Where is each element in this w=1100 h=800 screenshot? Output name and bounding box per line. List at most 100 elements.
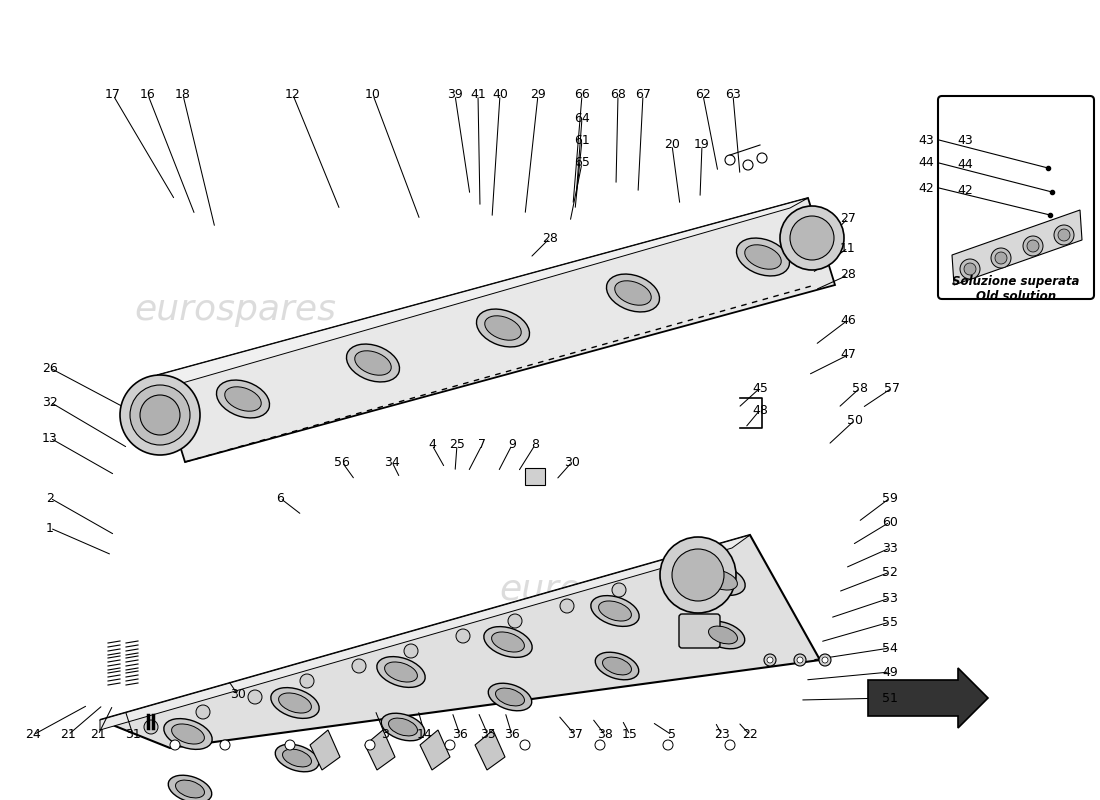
Circle shape xyxy=(991,248,1011,268)
Text: 34: 34 xyxy=(384,455,400,469)
Ellipse shape xyxy=(591,596,639,626)
Circle shape xyxy=(170,740,180,750)
Ellipse shape xyxy=(176,780,205,798)
Circle shape xyxy=(120,375,200,455)
Circle shape xyxy=(663,740,673,750)
Circle shape xyxy=(140,395,180,435)
Text: 17: 17 xyxy=(106,89,121,102)
Text: 36: 36 xyxy=(452,729,468,742)
Text: 66: 66 xyxy=(574,89,590,102)
Circle shape xyxy=(1058,229,1070,241)
Text: 47: 47 xyxy=(840,349,856,362)
Text: 60: 60 xyxy=(882,515,898,529)
Ellipse shape xyxy=(275,744,319,772)
Ellipse shape xyxy=(598,601,631,621)
Text: 68: 68 xyxy=(610,89,626,102)
Text: 14: 14 xyxy=(417,729,433,742)
Text: 64: 64 xyxy=(574,111,590,125)
Text: 11: 11 xyxy=(840,242,856,254)
Text: eurospares: eurospares xyxy=(134,293,336,327)
FancyBboxPatch shape xyxy=(679,614,721,648)
Circle shape xyxy=(220,740,230,750)
Text: 22: 22 xyxy=(742,729,758,742)
Polygon shape xyxy=(100,535,820,748)
Text: 44: 44 xyxy=(918,157,934,170)
Ellipse shape xyxy=(164,718,212,750)
Ellipse shape xyxy=(382,714,425,741)
Text: 27: 27 xyxy=(840,211,856,225)
Text: 49: 49 xyxy=(882,666,898,678)
Ellipse shape xyxy=(346,344,399,382)
Text: 43: 43 xyxy=(957,134,972,146)
Text: 55: 55 xyxy=(882,615,898,629)
Ellipse shape xyxy=(355,350,392,375)
Circle shape xyxy=(794,654,806,666)
Ellipse shape xyxy=(388,718,418,736)
Text: 54: 54 xyxy=(882,642,898,654)
Ellipse shape xyxy=(737,238,790,276)
Text: 7: 7 xyxy=(478,438,486,451)
Circle shape xyxy=(1027,240,1040,252)
Circle shape xyxy=(612,583,626,597)
Ellipse shape xyxy=(702,622,745,649)
Circle shape xyxy=(1023,236,1043,256)
Circle shape xyxy=(520,740,530,750)
Text: 29: 29 xyxy=(530,89,546,102)
Ellipse shape xyxy=(603,657,631,675)
Circle shape xyxy=(446,740,455,750)
Text: 10: 10 xyxy=(365,89,381,102)
Circle shape xyxy=(300,674,313,688)
Ellipse shape xyxy=(476,309,529,347)
Polygon shape xyxy=(868,668,988,728)
Text: 42: 42 xyxy=(918,182,934,194)
Circle shape xyxy=(130,385,190,445)
Text: 28: 28 xyxy=(542,231,558,245)
Text: 8: 8 xyxy=(531,438,539,451)
Circle shape xyxy=(757,153,767,163)
Text: 46: 46 xyxy=(840,314,856,326)
Text: 6: 6 xyxy=(276,491,284,505)
Circle shape xyxy=(508,614,522,628)
Circle shape xyxy=(456,629,470,643)
Circle shape xyxy=(742,160,754,170)
Circle shape xyxy=(285,740,295,750)
Text: 16: 16 xyxy=(140,89,156,102)
Text: 23: 23 xyxy=(714,729,730,742)
Text: 59: 59 xyxy=(882,491,898,505)
Text: 67: 67 xyxy=(635,89,651,102)
Ellipse shape xyxy=(168,775,211,800)
Text: 58: 58 xyxy=(852,382,868,394)
Circle shape xyxy=(560,599,574,613)
Circle shape xyxy=(196,705,210,719)
Ellipse shape xyxy=(488,683,531,710)
Text: 35: 35 xyxy=(480,729,496,742)
Circle shape xyxy=(725,740,735,750)
Ellipse shape xyxy=(484,626,532,658)
Ellipse shape xyxy=(385,662,417,682)
FancyBboxPatch shape xyxy=(938,96,1094,299)
Circle shape xyxy=(767,657,773,663)
Polygon shape xyxy=(952,210,1082,285)
Circle shape xyxy=(595,740,605,750)
Text: 65: 65 xyxy=(574,157,590,170)
Circle shape xyxy=(780,206,844,270)
Text: 28: 28 xyxy=(840,269,856,282)
Text: 15: 15 xyxy=(623,729,638,742)
Circle shape xyxy=(248,690,262,704)
Text: 38: 38 xyxy=(597,729,613,742)
Ellipse shape xyxy=(172,724,205,744)
Text: 3: 3 xyxy=(381,729,389,742)
Text: 57: 57 xyxy=(884,382,900,394)
Text: 62: 62 xyxy=(695,89,711,102)
Circle shape xyxy=(365,740,375,750)
Polygon shape xyxy=(365,730,395,770)
Text: 51: 51 xyxy=(882,691,898,705)
Circle shape xyxy=(764,654,776,666)
Text: 1: 1 xyxy=(46,522,54,534)
Polygon shape xyxy=(420,730,450,770)
Text: 25: 25 xyxy=(449,438,465,451)
Polygon shape xyxy=(310,730,340,770)
Text: 41: 41 xyxy=(470,89,486,102)
Text: 2: 2 xyxy=(46,491,54,505)
Polygon shape xyxy=(525,468,544,485)
